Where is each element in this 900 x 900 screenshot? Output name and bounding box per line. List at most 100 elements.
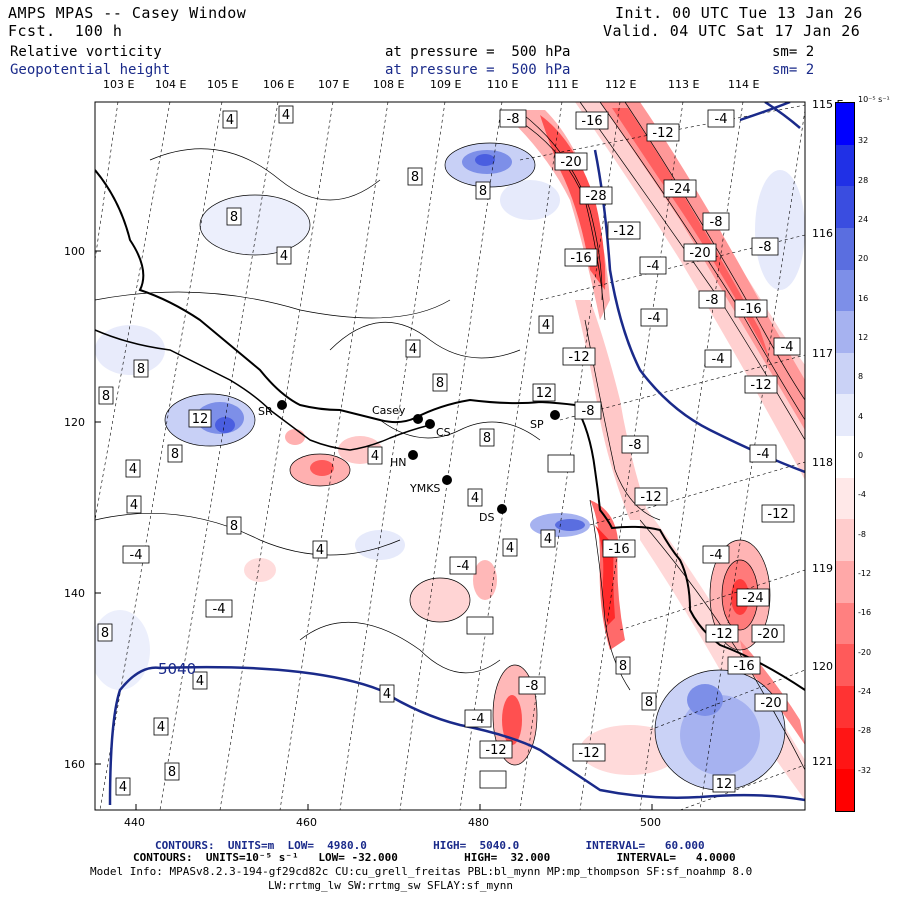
colorbar-unit: 10⁻⁵ s⁻¹ [858,95,890,104]
coastline [95,169,805,691]
station-label-sr: SR [258,405,273,418]
contour-label: 12 [716,777,733,792]
axis-ticks [95,250,653,810]
contour-label: -16 [733,659,754,674]
contour-label: 4 [129,462,137,477]
colorbar-swatch [836,227,854,270]
colorbar-swatch [836,269,854,312]
contour-label: -4 [472,712,485,727]
contour-label: -4 [710,548,723,563]
footer-height-contours: CONTOURS: UNITS=m LOW= 4980.0 HIGH= 5040… [155,839,705,852]
contour-label: 8 [483,431,491,446]
lon-label: 111 E [547,78,579,91]
station-dot-hn [408,450,418,460]
map-frame [94,101,806,811]
contour-label: -20 [757,627,778,642]
contour-label: -12 [613,224,634,239]
colorbar-swatch [836,186,854,228]
contour-label: 4 [316,543,324,558]
contour-label: 8 [645,695,653,710]
colorbar-swatch [836,311,854,353]
colorbar-swatch [836,436,854,478]
contour-label: -4 [757,447,770,462]
contour-label: -16 [570,251,591,266]
contour-label: -12 [750,378,771,393]
contour-label: -16 [581,114,602,129]
colorbar-swatch [836,477,854,520]
contour-label: 4 [383,687,391,702]
valid-time: Valid. 04 UTC Sat 17 Jan 26 [603,22,861,40]
contour-label: 4 [506,541,514,556]
lon-label: 103 E [103,78,135,91]
contour-label: -8 [582,404,595,419]
colorbar [835,102,855,812]
contour-label: -4 [715,112,728,127]
colorbar-label: 32 [858,136,869,146]
colorbar-label: 0 [858,451,864,460]
contour-label: 4 [471,491,479,506]
contour-label: -4 [712,352,725,367]
map-title: AMPS MPAS -- Casey Window [8,4,247,22]
footer-model-info: Model Info: MPASv8.2.3-194-gf29cd82c CU:… [90,865,753,878]
station-label-cs: CS [436,426,451,439]
contour-label: -4 [457,559,470,574]
contour-label-boxes [97,105,801,796]
x-tick-label: 480 [468,816,489,829]
colorbar-swatch [836,144,854,187]
lon-label: 110 E [487,78,519,91]
contour-label: -8 [526,679,539,694]
footer-radiation-info: LW:rrtmg_lw SW:rrtmg_sw SFLAY:sf_mynn [268,879,514,892]
contour-label: 8 [436,376,444,391]
contour-label: 4 [157,720,165,735]
station-label-sp: SP [530,418,544,431]
forecast-hour: Fcst. 100 h [8,22,123,40]
contour-label: 8 [102,389,110,404]
contour-label-text: 4 4 8 4 8 8 4 4 8 8 12 8 8 12 8 4 4 8 4 … [101,108,794,795]
colorbar-swatch [836,103,854,145]
field2-level: at pressure = 500 hPa [385,62,571,78]
station-markers [277,400,560,514]
contour-label: -12 [578,746,599,761]
height-contour-west [108,665,805,806]
contour-label: -20 [689,246,710,261]
colorbar-label: -28 [858,726,872,736]
contour-label: -12 [711,627,732,642]
x-tick-label: 440 [124,816,145,829]
contour-label: 12 [536,386,553,401]
colorbar-label: -12 [858,569,872,578]
contour-label: -4 [130,548,143,563]
contour-label: -12 [485,743,506,758]
lon-label: 112 E [605,78,637,91]
station-dot-sr [277,400,287,410]
lon-label: 108 E [373,78,405,91]
colorbar-label: -24 [858,687,872,696]
contour-label: 8 [619,659,627,674]
contour-label: 4 [196,674,204,689]
height-contour-label: 5040 [158,660,196,678]
station-dot-casey [413,414,423,424]
contour-label: 4 [371,449,379,464]
station-label-casey: Casey [372,404,406,417]
colorbar-label: 28 [858,175,869,185]
colorbar-label: 8 [858,372,864,382]
lon-label: 107 E [318,78,350,91]
field2-smoothing: sm= 2 [772,62,815,78]
field2-name: Geopotential height [10,62,171,78]
colorbar-label: -16 [858,608,872,618]
contour-label: 4 [544,532,552,547]
colorbar-label: 20 [858,254,869,264]
y-tick-label: 140 [64,587,85,600]
colorbar-label: -20 [858,647,872,657]
contour-label: -12 [652,126,673,141]
init-time: Init. 00 UTC Tue 13 Jan 26 [615,4,863,22]
contour-label: -8 [629,438,642,453]
field1-name: Relative vorticity [10,44,162,60]
lon-label: 114 E [728,78,760,91]
colorbar-swatch [836,561,854,603]
contour-label: 8 [230,210,238,225]
colorbar-swatch [836,685,854,728]
y-tick-label: 120 [64,416,85,429]
contour-label: 8 [101,626,109,641]
contour-label: -20 [560,155,581,170]
colorbar-swatch [836,644,854,686]
